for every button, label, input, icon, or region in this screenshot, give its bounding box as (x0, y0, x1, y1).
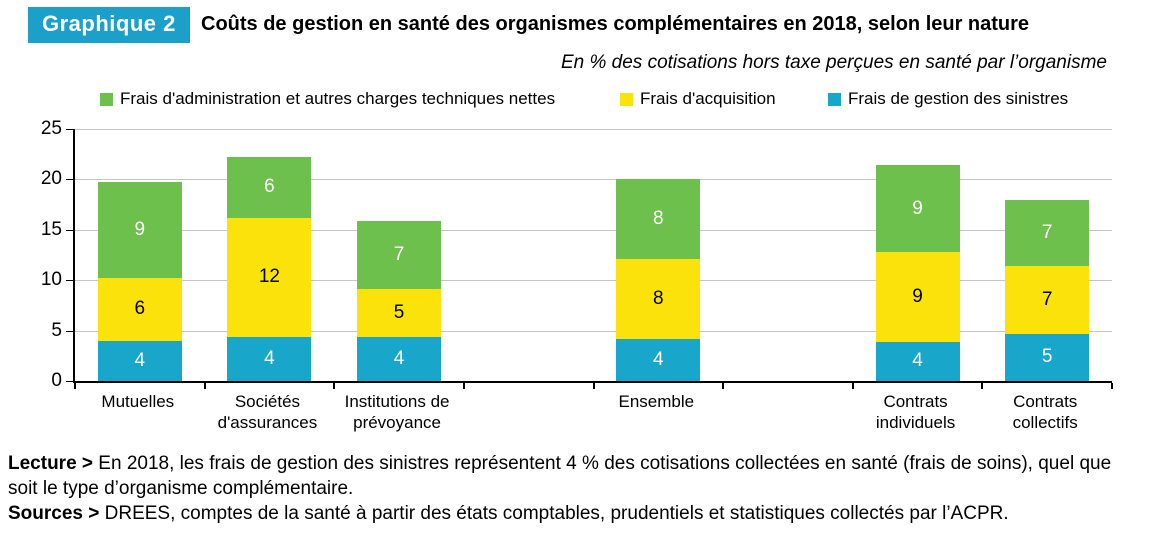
legend-item: Frais d'acquisition (620, 89, 776, 109)
x-axis-tick (333, 383, 336, 389)
bar-segment: 4 (97, 340, 182, 381)
x-axis-tick (851, 383, 854, 389)
x-axis-tick (74, 383, 76, 389)
sources-text: DREES, comptes de la santé à partir des … (99, 503, 1009, 524)
bar-value-label: 4 (912, 350, 923, 372)
y-axis-tick-label: 15 (40, 218, 62, 240)
bar-value-label: 4 (264, 347, 275, 369)
bar-segment: 4 (616, 338, 701, 381)
x-axis-category-label: Contrats collectifs (1012, 392, 1078, 432)
bar-segment: 5 (357, 289, 442, 337)
bar-value-label: 5 (1041, 346, 1053, 368)
bar-segment: 9 (875, 252, 960, 342)
bar-value-label: 6 (264, 176, 275, 198)
bar-segment: 7 (1005, 266, 1090, 334)
bar-value-label: 9 (912, 285, 923, 307)
bar-value-label: 8 (653, 287, 664, 309)
bar-value-label: 12 (258, 266, 280, 288)
bar-segment: 12 (227, 217, 312, 337)
x-axis-tick (1111, 383, 1113, 389)
x-axis-tick (592, 383, 595, 389)
legend-label: Frais d'administration et autres charges… (120, 89, 556, 108)
bar-value-label: 6 (134, 298, 146, 320)
gridline (75, 229, 1112, 231)
lecture-label: Lecture > (8, 453, 94, 474)
bar-value-label: 7 (1041, 288, 1053, 310)
x-axis-category-label: Institutions de prévoyance (344, 392, 450, 432)
chart-footnotes: Lecture > En 2018, les frais de gestion … (8, 451, 1112, 526)
x-axis-category-label: Sociétés d'assurances (217, 392, 318, 432)
x-axis-tick (203, 383, 206, 389)
chart-subtitle: En % des cotisations hors taxe perçues e… (560, 52, 1107, 73)
gridline (75, 330, 1112, 332)
bar-segment: 4 (227, 336, 312, 381)
bar-value-label: 9 (134, 219, 146, 241)
legend-swatch-icon (100, 92, 113, 106)
y-axis-tick (66, 129, 74, 130)
bar-segment: 7 (357, 220, 442, 290)
x-axis-tick (981, 383, 984, 389)
legend-label: Frais d'acquisition (640, 89, 776, 108)
y-axis-tick (66, 330, 74, 332)
legend-swatch-icon (828, 92, 841, 106)
sources-note: Sources > DREES, comptes de la santé à p… (8, 501, 1112, 526)
bar-value-label: 4 (134, 349, 146, 371)
bar-segment: 5 (1005, 333, 1090, 381)
sources-label: Sources > (8, 503, 100, 524)
bar-segment: 9 (875, 165, 960, 252)
chart-title: Coûts de gestion en santé des organismes… (201, 13, 1030, 35)
gridline (75, 179, 1112, 181)
bar-segment: 8 (616, 179, 701, 260)
legend-swatch-icon (620, 92, 633, 106)
lecture-note: Lecture > En 2018, les frais de gestion … (8, 451, 1112, 501)
bar-segment: 6 (227, 157, 312, 218)
bar-value-label: 7 (1041, 221, 1053, 243)
y-axis-tick-label: 25 (40, 118, 62, 139)
bar-segment: 6 (97, 278, 182, 341)
y-axis-tick (66, 381, 74, 382)
y-axis-tick (66, 280, 74, 282)
lecture-text: En 2018, les frais de gestion des sinist… (8, 453, 1112, 499)
bar-value-label: 5 (393, 301, 405, 323)
y-axis-tick-label: 0 (51, 370, 62, 391)
x-axis-tick (722, 383, 725, 389)
x-axis-category-label: Ensemble (618, 392, 695, 411)
bar-value-label: 7 (393, 244, 405, 266)
x-axis-category-label: Contrats individuels (875, 392, 956, 432)
bar-segment: 9 (97, 182, 182, 279)
x-axis-tick (462, 383, 465, 389)
y-axis-tick (66, 229, 74, 231)
bar-value-label: 4 (653, 348, 664, 370)
bar-value-label: 4 (393, 347, 405, 369)
plot-area: 4 6 9 4 12 6 4 5 7 4 8 8 4 9 9 5 7 7 (66, 129, 1113, 389)
y-axis-tick-label: 5 (51, 319, 62, 341)
bar-segment: 4 (357, 336, 442, 381)
y-axis-tick-label: 10 (40, 269, 62, 291)
bar-segment: 4 (875, 341, 960, 381)
legend-item: Frais de gestion des sinistres (828, 89, 1068, 109)
graphique-badge: Graphique 2 (28, 7, 190, 43)
bar-segment: 7 (1005, 199, 1090, 267)
bar-segment: 8 (616, 259, 701, 339)
legend-label: Frais de gestion des sinistres (848, 89, 1069, 108)
bar-value-label: 8 (653, 208, 664, 230)
x-axis-category-label: Mutuelles (101, 392, 175, 411)
y-axis-tick-label: 20 (40, 168, 62, 190)
bar-value-label: 9 (912, 197, 923, 219)
gridline (75, 129, 1112, 130)
gridline (75, 280, 1112, 282)
y-axis-tick (66, 179, 74, 181)
legend-item: Frais d'administration et autres charges… (100, 89, 555, 109)
